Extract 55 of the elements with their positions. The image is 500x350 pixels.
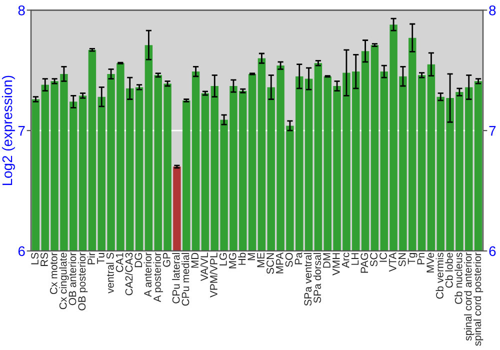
x-tick-label: LH [351,253,359,265]
x-tick-label: MPA [276,252,284,274]
x-tick-label: MG [228,253,236,268]
x-tick-label: CA1 [116,252,124,272]
x-tick-label: VA/VL [200,252,208,282]
y-tick-label: 7 [18,126,25,136]
x-tick-label: A posterior [153,252,163,302]
x-tick-label: Hb [238,252,246,265]
y2-tick-label: 6 [489,246,496,256]
x-tick-label: OB anterior [68,252,76,306]
x-tick-label: SC [370,252,378,266]
x-tick-label: spinal cord posterior [473,252,484,346]
x-tick-label: Pa [294,252,302,264]
x-tick-label: MD [191,252,198,268]
y-axis-title: Log2 (expression) [2,76,15,185]
x-tick-label: SPa dorsal [313,253,322,303]
x-tick-label: RS [40,252,48,266]
x-tick-label: VMH [332,253,340,276]
x-tick-label: CPu medial [182,253,190,306]
x-tick-label: ME [257,252,264,268]
x-tick-label: VPM/VPL [210,252,218,298]
x-tick-label: A anterior [144,252,152,297]
y-tick-label: 6 [18,246,25,256]
x-tick-label: PAG [360,253,368,273]
y-tick-label: 8 [18,5,25,16]
y2-tick-label: 8 [489,5,496,16]
x-tick-label: OB posterior [78,252,88,310]
x-tick-label: LS [31,252,39,264]
x-tick-label: SPa ventral [304,253,312,306]
x-tick-label: IC [380,252,387,262]
x-tick-label: Pn [417,253,424,264]
x-tick-label: SO [285,252,293,267]
x-tick-label: Cb lobe [445,252,453,288]
x-tick-label: spinal cord anterior [464,252,474,341]
x-tick-label: SN [398,253,406,266]
x-tick-label: Arc [342,252,350,268]
x-tick-label: GP [162,252,170,267]
x-tick-label: Cb nucleus [454,252,462,304]
x-tick-label: LG [219,253,227,266]
x-tick-label: SCN [266,253,274,274]
x-tick-label: VTA [389,252,396,272]
x-tick-label: Cx cingulate [59,252,69,310]
x-tick-label: Cx motor [50,252,58,294]
x-tick-label: Pir [87,252,95,264]
x-tick-label: Tu [97,253,104,264]
x-tick-label: Cb vermis [436,252,444,299]
x-tick-label: M [248,253,255,260]
x-tick-label: MVe [426,252,434,272]
x-tick-label: DM [323,253,330,268]
x-tick-label: Tg [408,253,418,264]
x-tick-label: CA2/CA3 [125,252,133,296]
x-tick-label: CPu lateral [172,253,180,304]
y2-tick-label: 7 [489,126,496,136]
x-tick-label: DG [134,253,142,268]
x-tick-label: ventral S [106,252,114,294]
